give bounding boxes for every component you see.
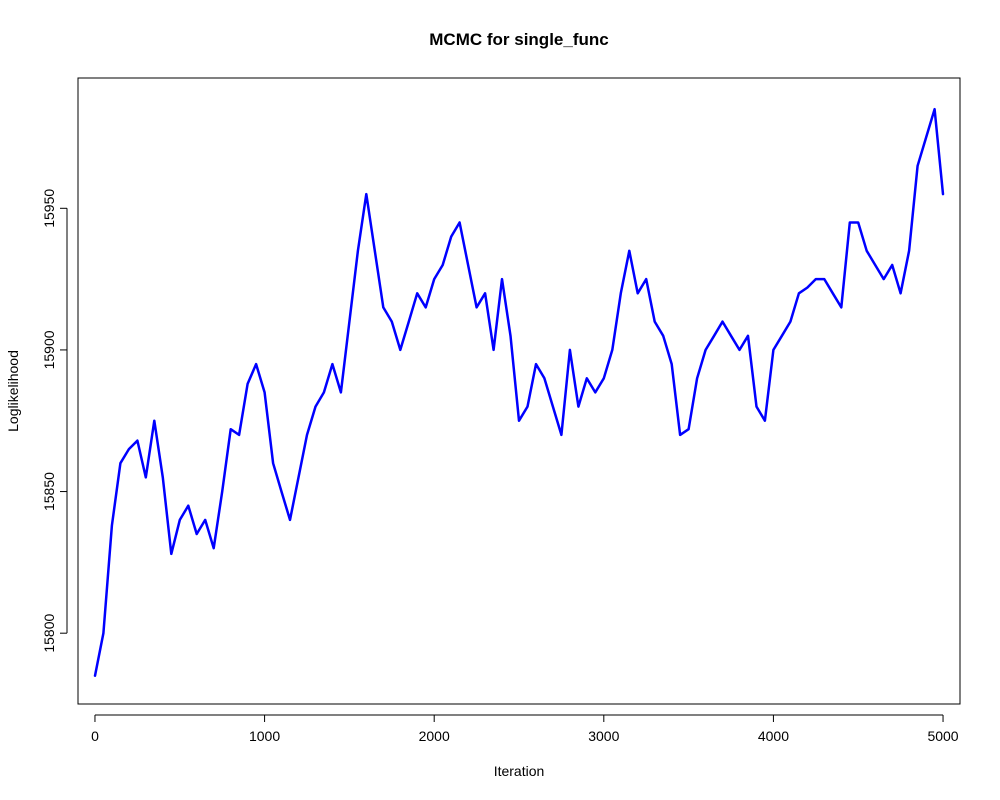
chart-title: MCMC for single_func	[429, 30, 608, 49]
x-tick-label: 2000	[419, 728, 450, 744]
y-axis-label: Loglikelihood	[5, 350, 21, 432]
x-tick-label: 5000	[927, 728, 958, 744]
y-tick-label: 15900	[41, 330, 57, 369]
plot-frame	[77, 77, 961, 705]
y-axis: 15800 15850 15900 15950	[41, 189, 68, 653]
series-line-0	[93, 107, 945, 677]
y-tick-label: 15850	[41, 472, 57, 511]
x-tick-label: 4000	[758, 728, 789, 744]
series-layer	[93, 107, 945, 677]
x-tick-label: 0	[91, 728, 99, 744]
x-axis: 0 1000 2000 3000 4000 5000	[91, 714, 959, 744]
x-tick-label: 1000	[249, 728, 280, 744]
y-tick-label: 15950	[41, 189, 57, 228]
x-tick-label: 3000	[588, 728, 619, 744]
x-axis-label: Iteration	[494, 763, 545, 779]
y-tick-label: 15800	[41, 614, 57, 653]
